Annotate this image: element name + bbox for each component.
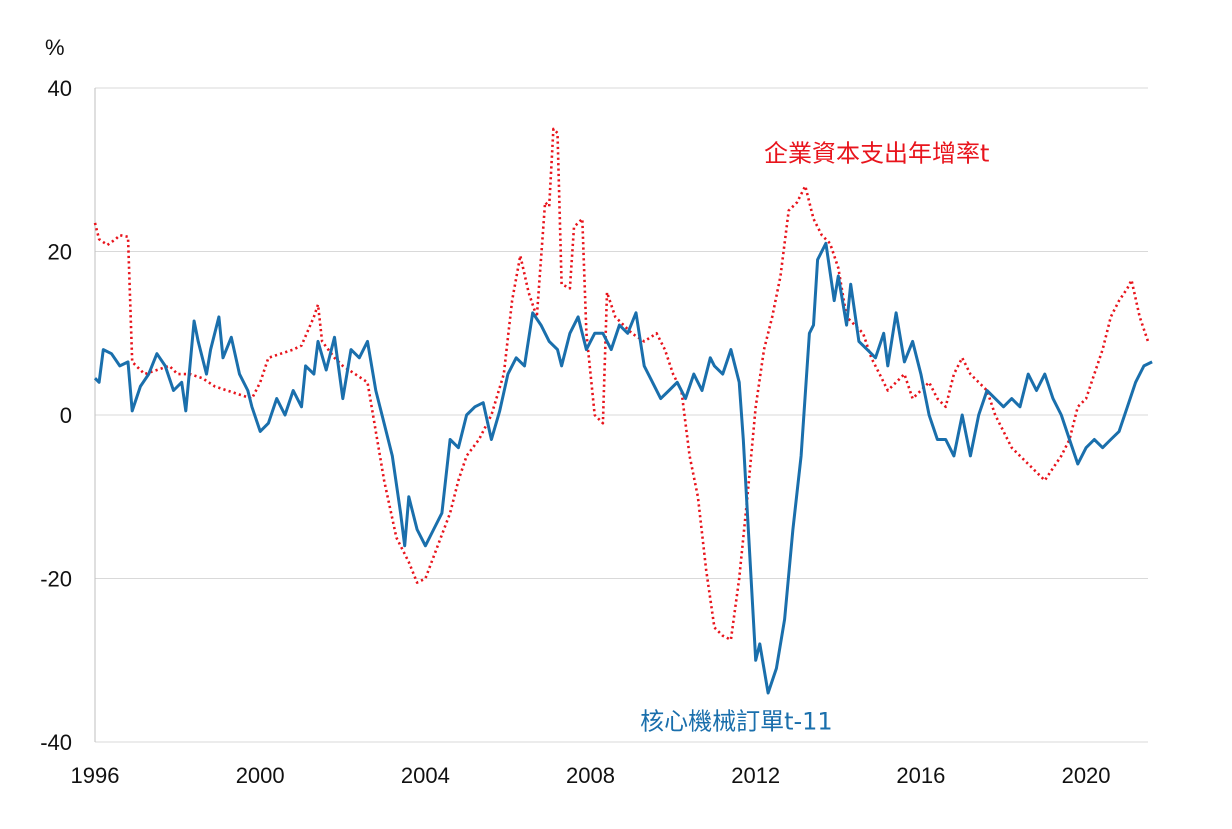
x-axis-ticks: 1996 2000 2004 2008 2012 2016 2020 — [71, 763, 1111, 788]
y-tick-label: -40 — [40, 730, 72, 755]
x-tick-label: 2004 — [401, 763, 450, 788]
y-tick-label: -20 — [40, 567, 72, 592]
y-axis-unit-label: % — [45, 35, 65, 60]
series-label-1: 企業資本支出年增率t — [764, 140, 989, 168]
series-lines — [93, 127, 1153, 695]
gridlines — [94, 87, 1148, 743]
series-label-2: 核心機械訂單t-11 — [640, 708, 833, 736]
x-tick-label: 1996 — [71, 763, 120, 788]
series-line-1 — [93, 127, 1150, 642]
series-line-2 — [93, 241, 1153, 695]
y-axis-ticks: 40 20 0 -20 -40 — [40, 76, 72, 755]
x-tick-label: 2012 — [731, 763, 780, 788]
x-tick-label: 2000 — [236, 763, 285, 788]
y-tick-label: 20 — [48, 240, 72, 265]
x-tick-label: 2016 — [896, 763, 945, 788]
y-tick-label: 40 — [48, 76, 72, 101]
series-labels: 企業資本支出年增率t 核心機械訂單t-11 — [640, 140, 989, 736]
x-tick-label: 2020 — [1062, 763, 1111, 788]
y-tick-label: 0 — [60, 403, 72, 428]
x-tick-label: 2008 — [566, 763, 615, 788]
